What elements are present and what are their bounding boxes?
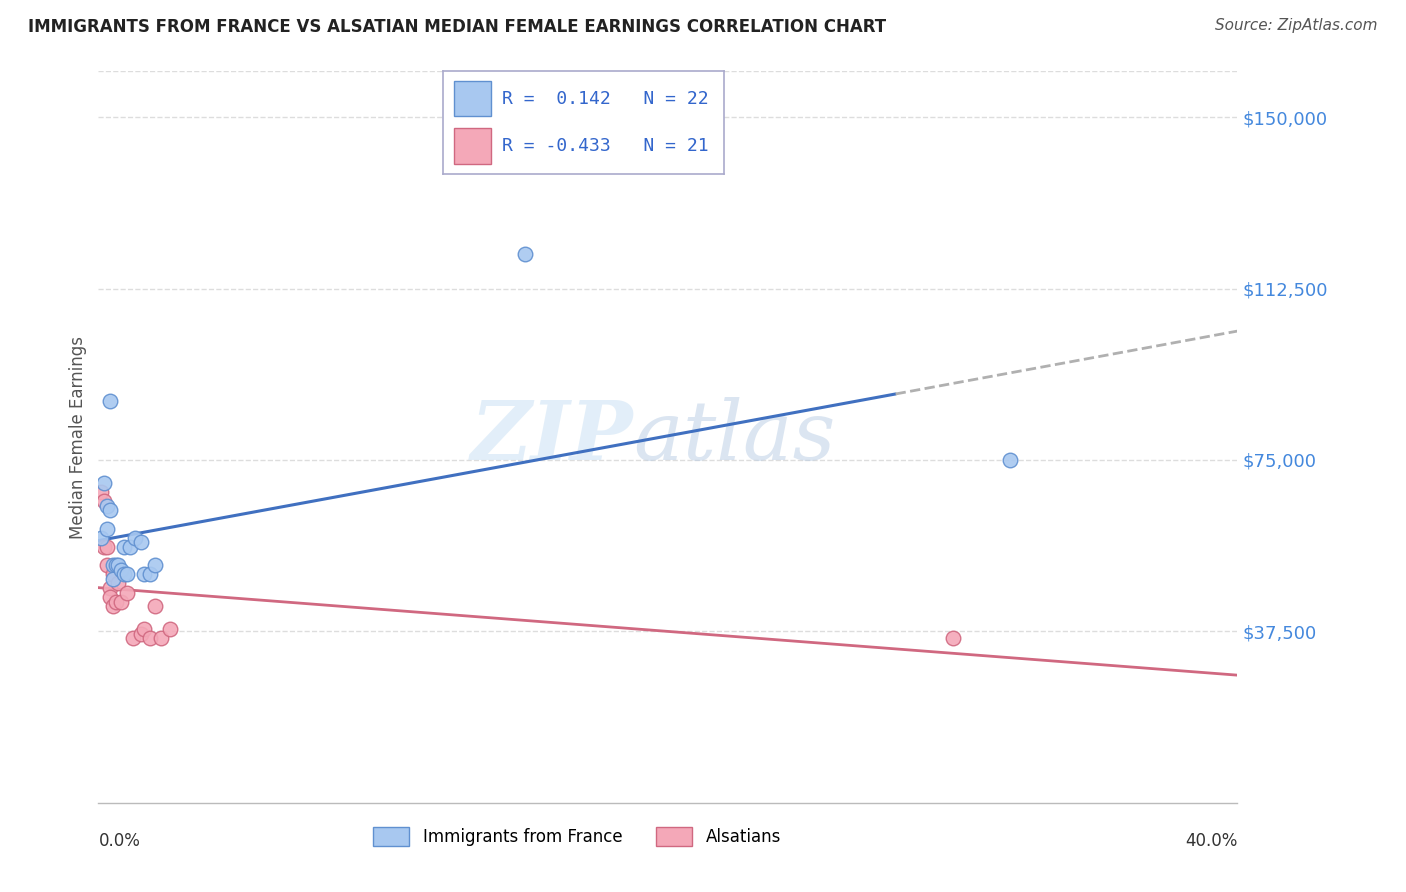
Point bbox=[101, 567, 124, 582]
Bar bbox=[454, 128, 491, 163]
Y-axis label: Median Female Earnings: Median Female Earnings bbox=[69, 335, 87, 539]
Point bbox=[101, 572, 124, 586]
Bar bbox=[454, 80, 491, 117]
Point bbox=[98, 581, 121, 595]
Point bbox=[115, 567, 138, 582]
Point bbox=[107, 576, 129, 591]
Point bbox=[96, 540, 118, 554]
Point bbox=[121, 632, 143, 646]
Point bbox=[96, 558, 118, 573]
Point bbox=[110, 594, 132, 608]
Text: IMMIGRANTS FROM FRANCE VS ALSATIAN MEDIAN FEMALE EARNINGS CORRELATION CHART: IMMIGRANTS FROM FRANCE VS ALSATIAN MEDIA… bbox=[28, 18, 886, 36]
Point bbox=[98, 590, 121, 604]
Point bbox=[138, 632, 160, 646]
Point bbox=[132, 622, 155, 636]
Point bbox=[150, 632, 173, 646]
Point bbox=[129, 535, 152, 549]
Text: Source: ZipAtlas.com: Source: ZipAtlas.com bbox=[1215, 18, 1378, 33]
Point bbox=[110, 563, 132, 577]
Point bbox=[145, 558, 167, 573]
Point bbox=[93, 540, 115, 554]
Point bbox=[101, 599, 124, 614]
Text: R =  0.142   N = 22: R = 0.142 N = 22 bbox=[502, 90, 709, 108]
Text: 40.0%: 40.0% bbox=[1185, 832, 1237, 850]
Text: R = -0.433   N = 21: R = -0.433 N = 21 bbox=[502, 137, 709, 155]
Point bbox=[115, 585, 138, 599]
Point bbox=[112, 567, 135, 582]
Point bbox=[124, 531, 146, 545]
Point bbox=[96, 521, 118, 535]
Point bbox=[90, 484, 112, 499]
Text: ZIP: ZIP bbox=[471, 397, 634, 477]
Point bbox=[98, 503, 121, 517]
Point bbox=[101, 558, 124, 573]
Point bbox=[93, 475, 115, 490]
Point bbox=[129, 626, 152, 640]
Point bbox=[118, 540, 141, 554]
Point bbox=[515, 247, 537, 261]
Text: atlas: atlas bbox=[634, 397, 837, 477]
Point bbox=[107, 558, 129, 573]
Point bbox=[942, 632, 965, 646]
Point bbox=[132, 567, 155, 582]
Point bbox=[145, 599, 167, 614]
Point bbox=[112, 540, 135, 554]
Point bbox=[138, 567, 160, 582]
Point bbox=[159, 622, 181, 636]
Point bbox=[93, 494, 115, 508]
Point bbox=[998, 453, 1021, 467]
Point bbox=[104, 594, 127, 608]
Point bbox=[104, 558, 127, 573]
Point bbox=[90, 531, 112, 545]
Point bbox=[96, 499, 118, 513]
Text: 0.0%: 0.0% bbox=[98, 832, 141, 850]
Point bbox=[98, 393, 121, 408]
Legend: Immigrants from France, Alsatians: Immigrants from France, Alsatians bbox=[366, 821, 787, 853]
